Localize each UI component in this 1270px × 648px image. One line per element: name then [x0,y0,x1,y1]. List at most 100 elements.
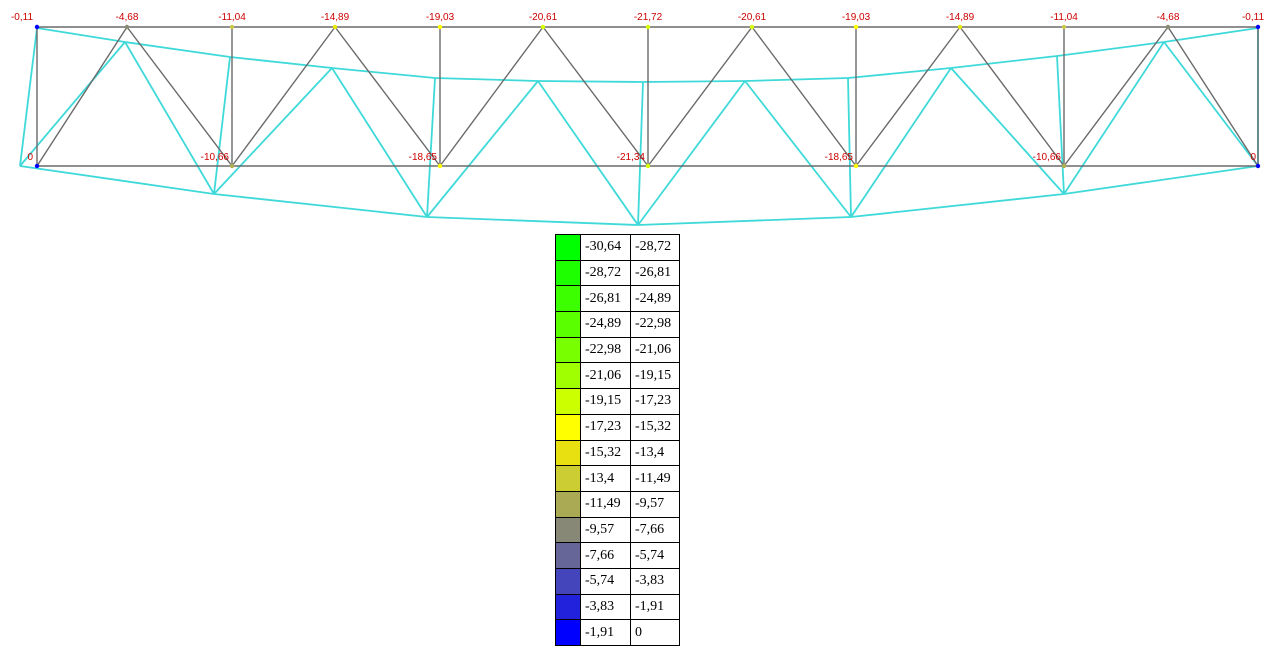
diagonal-member [542,26,649,167]
deformed-top-chord [1163,27,1259,43]
legend-row: -15,32 -13,4 [555,439,680,467]
diagonal-member [126,26,233,167]
legend-range-to: -21,06 [630,336,680,364]
node-value-label: -20,61 [529,12,558,23]
legend-range-to: -13,4 [630,439,680,467]
node-value-label: -21,72 [634,12,663,23]
legend-row: -30,64 -28,72 [555,234,680,261]
legend-range-from: -17,23 [580,413,631,441]
truss-node [645,24,651,30]
legend-row: -11,49 -9,57 [555,490,680,518]
deformed-vertical [426,77,436,218]
legend-range-to: -17,23 [630,388,680,415]
deformed-bottom-chord [426,216,639,226]
node-value-label: 0 [1250,152,1256,163]
legend-swatch [555,465,581,492]
node-value-label: -14,89 [946,12,975,23]
diagonal-member [231,26,336,167]
legend-range-from: -22,98 [580,336,631,364]
node-value-label: -18,65 [825,152,854,163]
legend-range-from: -13,4 [580,465,631,492]
legend-swatch [555,619,581,646]
deformed-diagonal [331,67,428,218]
legend-swatch [555,542,581,569]
legend-range-from: -26,81 [580,285,631,313]
legend-range-to: -28,72 [630,234,680,261]
node-value-label: -10,66 [1033,152,1062,163]
truss-node [1255,24,1261,30]
truss-node [332,24,338,30]
deformed-top-chord [124,41,231,58]
legend-range-from: -19,15 [580,388,631,415]
deformed-top-chord [229,56,333,69]
deformed-diagonal [1163,41,1259,167]
deformed-bottom-chord [850,193,1065,218]
legend-range-from: -28,72 [580,259,631,287]
legend-swatch [555,362,581,390]
legend-range-from: -30,64 [580,234,631,261]
legend-swatch [555,311,581,338]
deformed-vertical [847,77,852,218]
deformed-bottom-chord [1063,165,1259,195]
legend-row: -9,57 -7,66 [555,516,680,544]
node-value-label: -11,04 [1050,12,1078,23]
legend-swatch [555,593,581,621]
legend-range-to: 0 [630,619,680,646]
truss-node [749,24,755,30]
legend-range-to: -22,98 [630,311,680,338]
legend-swatch [555,490,581,518]
diagonal-member [1167,26,1259,167]
node-value-label: -0,11 [11,12,33,23]
truss-node [229,163,235,169]
legend-row: -21,06 -19,15 [555,362,680,390]
truss-node [853,24,859,30]
legend-swatch [555,336,581,364]
legend-range-to: -15,32 [630,413,680,441]
truss-node [124,24,130,30]
legend-range-to: -3,83 [630,567,680,595]
node-value-label: -11,04 [218,12,246,23]
deformed-diagonal [950,67,1065,195]
legend-range-from: -1,91 [580,619,631,646]
deformed-diagonal [124,41,215,195]
deformed-diagonal [213,67,333,195]
deformed-diagonal [426,80,539,218]
diagonal-member [439,26,544,167]
legend-range-from: -15,32 [580,439,631,467]
legend-swatch [555,388,581,415]
deformed-top-chord [537,80,644,83]
deformed-diagonal [744,80,852,218]
legend-row: -24,89 -22,98 [555,311,680,338]
deformed-diagonal [1063,41,1165,195]
deformed-diagonal [850,67,952,218]
deformed-diagonal [537,80,639,226]
deformed-vertical [637,81,644,226]
legend-swatch [555,259,581,287]
truss-node [34,24,40,30]
node-value-label: -19,03 [426,12,455,23]
legend-swatch [555,413,581,441]
truss-node [1165,24,1171,30]
legend-row: -22,98 -21,06 [555,336,680,364]
diagonal-member [36,26,128,167]
deformed-top-chord [331,67,436,79]
deformed-vertical [19,27,38,167]
legend-row: -19,15 -17,23 [555,388,680,415]
legend-range-from: -7,66 [580,542,631,569]
node-value-label: -18,65 [409,152,438,163]
diagonal-member [751,26,857,167]
legend-range-to: -24,89 [630,285,680,313]
legend-range-from: -9,57 [580,516,631,544]
deformed-vertical [1056,55,1065,195]
diagonal-member [647,26,753,167]
truss-node [34,163,40,169]
legend-row: -3,83 -1,91 [555,593,680,621]
legend-swatch [555,567,581,595]
deformed-top-chord [1056,41,1165,57]
node-value-label: -10,66 [201,152,230,163]
deformed-shape [19,27,1259,226]
deformed-diagonal [637,80,746,226]
legend-range-to: -9,57 [630,490,680,518]
node-value-labels: -0,11 -4,68 -11,04 -14,89 -19,03 -20,61 -21,72… [11,12,1264,163]
node-value-label: -4,68 [1157,12,1180,23]
